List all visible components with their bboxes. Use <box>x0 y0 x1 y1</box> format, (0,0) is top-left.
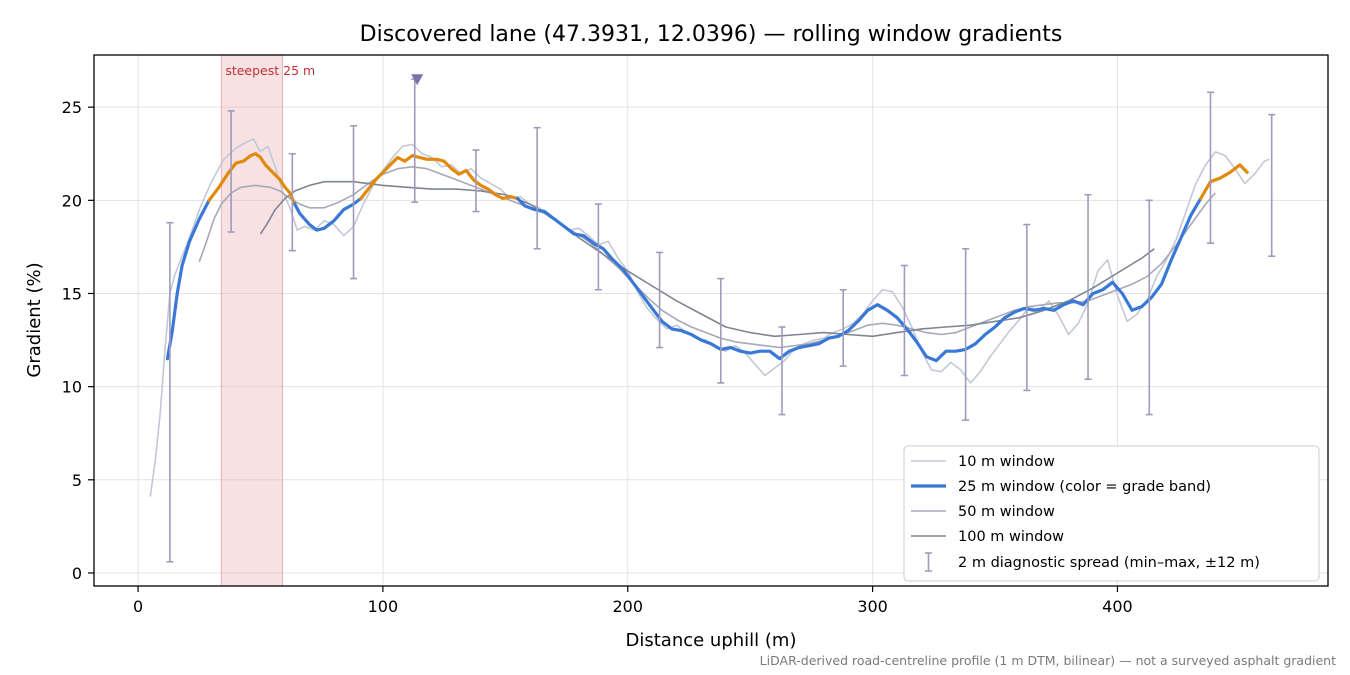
x-axis-ticks: 0 100 200 300 400 <box>133 586 1133 616</box>
x-axis-label: Distance uphill (m) <box>626 630 797 651</box>
footnote: LiDAR-derived road-centreline profile (1… <box>760 653 1336 668</box>
y-tick-label: 5 <box>72 471 82 490</box>
steepest-segment-band <box>220 54 284 587</box>
legend: 10 m window 25 m window (color = grade b… <box>903 445 1320 582</box>
series-25m-window-moderate <box>293 196 363 232</box>
steepest-segment-label: steepest 25 m <box>225 63 315 78</box>
peak-marker <box>411 74 424 86</box>
x-tick-label: 300 <box>857 597 888 616</box>
x-tick-label: 400 <box>1102 597 1133 616</box>
legend-swatch-errorbar <box>925 552 932 572</box>
legend-label-10m: 10 m window <box>958 454 1055 470</box>
y-axis-ticks: 0 5 10 15 20 25 <box>62 98 94 583</box>
series-25m-window-steep <box>207 152 297 206</box>
errorbar-layer <box>166 78 1276 563</box>
y-axis-label: Gradient (%) <box>24 262 45 377</box>
legend-box <box>903 445 1320 582</box>
plot-area: steepest 25 m <box>93 54 1329 587</box>
series-layer <box>149 138 1270 497</box>
y-tick-label: 10 <box>62 378 82 397</box>
series-100m-window <box>259 180 1155 338</box>
series-25m-window-steep <box>359 154 520 201</box>
legend-label-50m: 50 m window <box>958 504 1055 520</box>
y-tick-label: 0 <box>72 564 82 583</box>
y-tick-label: 25 <box>62 98 82 117</box>
x-tick-label: 100 <box>368 597 399 616</box>
x-tick-label: 0 <box>133 597 143 616</box>
x-tick-label: 200 <box>612 597 643 616</box>
legend-label-100m: 100 m window <box>958 529 1064 545</box>
y-tick-label: 15 <box>62 284 82 303</box>
legend-label-errorbar: 2 m diagnostic spread (min–max, ±12 m) <box>958 555 1260 571</box>
series-25m-window-steep <box>1199 163 1249 201</box>
series-25m-window-moderate <box>165 198 211 361</box>
legend-label-25m: 25 m window (color = grade band) <box>958 479 1211 495</box>
series-50m-window <box>198 166 1217 349</box>
y-tick-label: 20 <box>62 191 82 210</box>
plot-frame <box>93 54 1329 587</box>
series-25m-window-moderate <box>516 196 1203 363</box>
chart-title: Discovered lane (47.3931, 12.0396) — rol… <box>360 22 1063 47</box>
